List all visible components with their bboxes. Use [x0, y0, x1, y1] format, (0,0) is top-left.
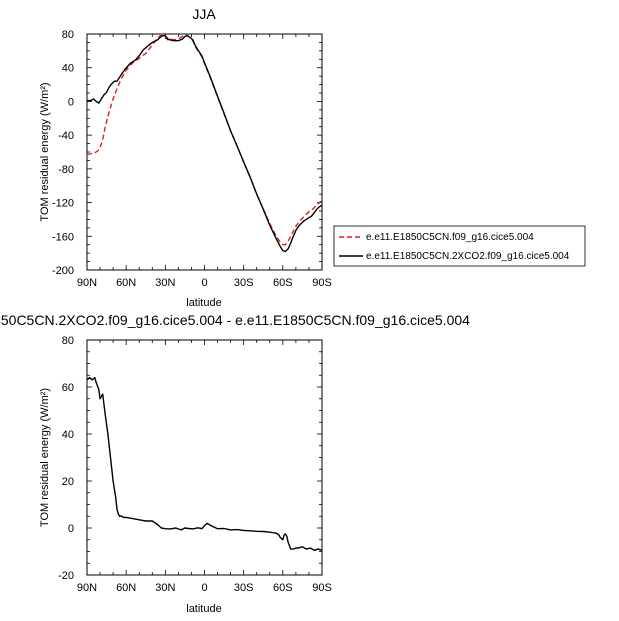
panel-bottom-x-axis-label: latitude	[186, 603, 221, 615]
y-tick-label: -160	[52, 231, 74, 243]
x-tick-label: 30S	[234, 277, 254, 289]
panel-bottom-plot-frame	[86, 339, 323, 576]
x-tick-label: 60N	[116, 582, 136, 594]
x-tick-label: 90S	[312, 582, 332, 594]
panel-bottom-title: e.e11.E1850C5CN.2XCO2.f09_g16.cice5.004 …	[0, 312, 470, 328]
y-tick-label: 80	[62, 335, 74, 347]
x-tick-label: 0	[201, 277, 207, 289]
panel-bottom-series-lines	[86, 376, 323, 551]
x-tick-label: 60N	[116, 277, 136, 289]
panel-top-plot-frame	[86, 33, 323, 271]
x-tick-label: 60S	[273, 277, 293, 289]
y-tick-label: 0	[68, 96, 74, 108]
y-tick-label: 40	[62, 63, 74, 75]
panel-top-y-axis-label: TOM residual energy (W/m²)	[39, 82, 51, 221]
y-tick-label: 40	[62, 429, 74, 441]
panel-bottom-x-axis: 90N 60N 30N 0 30S 60S 90S	[77, 340, 332, 594]
series-line-0	[86, 34, 323, 246]
panel-top: JJA 80 40 0 -40 -80 -120 -160 -200 90N 60N 30N 0 30…	[39, 6, 332, 309]
y-tick-label: -120	[52, 198, 74, 210]
y-tick-label: 0	[68, 523, 74, 535]
legend-box	[333, 225, 586, 267]
x-tick-label: 0	[201, 582, 207, 594]
y-tick-label: -200	[52, 265, 74, 277]
y-tick-label: -40	[58, 130, 74, 142]
series-line-1	[87, 35, 323, 253]
panel-top-title: JJA	[192, 6, 216, 22]
panel-bottom-y-axis: 80 60 40 20 0 -20	[58, 335, 322, 582]
panel-top-x-axis-label: latitude	[186, 297, 221, 309]
y-tick-label: -80	[58, 164, 74, 176]
series-line-0	[86, 376, 323, 551]
y-tick-label: -20	[58, 570, 74, 582]
y-tick-label: 20	[62, 476, 74, 488]
x-tick-label: 30N	[155, 277, 175, 289]
y-tick-label: 60	[62, 382, 74, 394]
x-tick-label: 30N	[155, 582, 175, 594]
panel-top-x-axis: 90N 60N 30N 0 30S 60S 90S	[77, 34, 332, 289]
legend: e.e11.E1850C5CN.f09_g16.cice5.004 e.e11.…	[333, 225, 586, 267]
panel-bottom-y-axis-label: TOM residual energy (W/m²)	[39, 388, 51, 527]
x-tick-label: 90S	[312, 277, 332, 289]
x-tick-label: 30S	[234, 582, 254, 594]
panel-top-series-lines	[86, 34, 323, 253]
y-tick-label: 80	[62, 29, 74, 41]
panel-top-y-axis: 80 40 0 -40 -80 -120 -160 -200	[52, 29, 322, 277]
x-tick-label: 90N	[77, 582, 97, 594]
x-tick-label: 90N	[77, 277, 97, 289]
x-tick-label: 60S	[273, 582, 293, 594]
legend-label-control: e.e11.E1850C5CN.f09_g16.cice5.004	[366, 232, 534, 243]
panel-bottom: e.e11.E1850C5CN.2XCO2.f09_g16.cice5.004 …	[0, 312, 470, 615]
legend-label-2xco2: e.e11.E1850C5CN.2XCO2.f09_g16.cice5.004	[366, 251, 570, 262]
